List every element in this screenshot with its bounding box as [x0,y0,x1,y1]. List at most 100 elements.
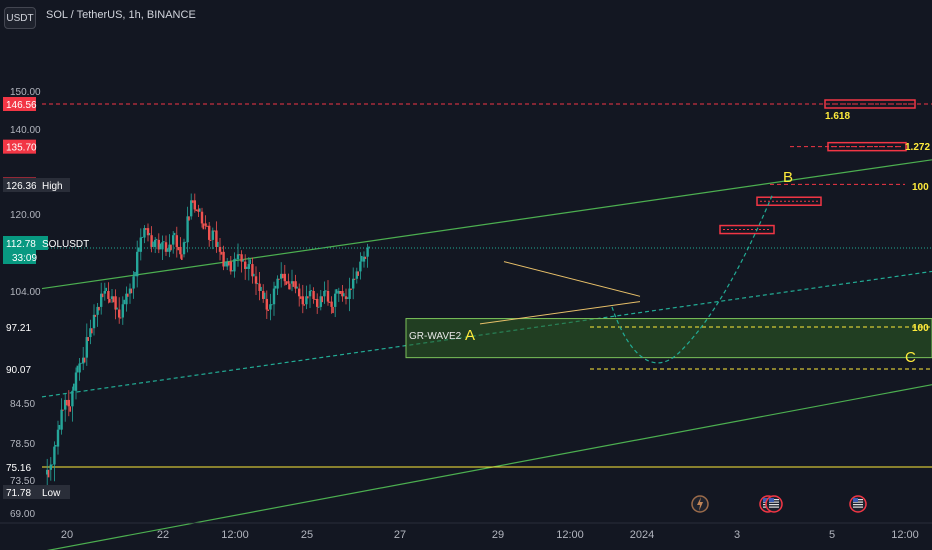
candle [307,296,309,299]
candle [213,230,215,232]
candle [278,278,280,280]
candle [316,298,319,307]
candle [123,299,125,305]
candle [319,296,322,307]
price-tag-value: 75.16 [6,463,31,474]
us-flag-icon[interactable] [849,495,867,513]
candle [204,223,207,226]
candle [146,228,150,236]
candle [55,444,57,447]
price-tag-value: 71.78 [6,488,31,499]
price-tag [3,178,36,192]
candle [253,273,255,277]
price-tag-sub: High [42,181,63,192]
candle [299,296,302,299]
candle [118,309,121,318]
candle [364,256,367,259]
lightning-icon[interactable] [691,495,709,513]
candle [276,278,279,289]
candle [326,291,330,302]
candle [292,281,295,287]
candle [109,298,111,303]
candle [76,365,79,373]
candle [353,278,356,280]
price-tag-sub: Low [42,488,61,499]
price-tag-value: 112.78 [6,239,36,250]
upper-channel-line [41,159,932,290]
price-tick-label: 140.00 [10,125,41,136]
price-tag [3,236,36,264]
point-b-label: B [783,169,793,186]
candle [242,259,244,262]
candle [310,290,313,292]
time-tick-label: 22 [157,529,169,541]
candle [141,236,143,238]
candle [274,285,277,289]
lower-channel-line [46,384,932,550]
candle [251,264,254,277]
candle [245,266,248,269]
candle [182,242,186,255]
candle [143,228,146,238]
currency-button[interactable]: USDT [4,7,36,29]
price-tick-label: 104.00 [10,287,41,298]
candle [227,261,230,266]
candle [172,235,175,245]
price-tag [3,460,36,474]
candle [179,246,182,255]
candle [285,281,287,285]
candle [220,251,223,255]
candle [249,259,251,265]
price-tag-value: 90.07 [6,365,31,376]
candle [191,200,194,203]
candle [262,291,265,299]
candle [334,293,337,307]
point-c-label: C [905,349,916,366]
candle [305,296,308,305]
time-tick-label: 5 [829,529,835,541]
us-flag-icon[interactable] [765,495,783,513]
candle [287,281,290,284]
candle [164,242,168,252]
candle [186,216,189,243]
candle [218,246,222,252]
candle [283,273,286,282]
candle [350,288,352,290]
candle [121,304,124,318]
candle [159,243,161,250]
candle [80,362,82,364]
candle [238,254,241,256]
candle [181,254,183,260]
price-tag-sub: SOLUSDT [42,239,89,250]
candle [337,291,340,294]
candle [195,209,197,212]
candle [303,304,305,306]
candle [362,256,366,262]
time-tick-label: 12:00 [221,529,249,541]
time-tick-label: 27 [394,529,406,541]
candle [355,271,358,279]
candle [321,296,323,303]
candle [128,288,132,294]
candle [184,241,187,243]
candle [200,211,204,224]
candle [65,399,68,406]
time-tick-label: 2024 [630,529,654,541]
candle [163,241,165,243]
candle [190,200,193,217]
countdown-label: 33:09 [12,253,37,264]
price-tick-label: 84.50 [10,399,35,410]
candle [280,273,283,279]
candle [85,337,88,358]
gr-wave2-zone [405,318,932,359]
candle [312,291,315,299]
candle [301,296,304,305]
candle [222,251,225,267]
candle [271,304,273,306]
candle [136,251,139,277]
target-box [824,99,916,109]
target-box [719,224,775,235]
candle [145,228,147,230]
price-tick-label: 150.00 [10,87,41,98]
